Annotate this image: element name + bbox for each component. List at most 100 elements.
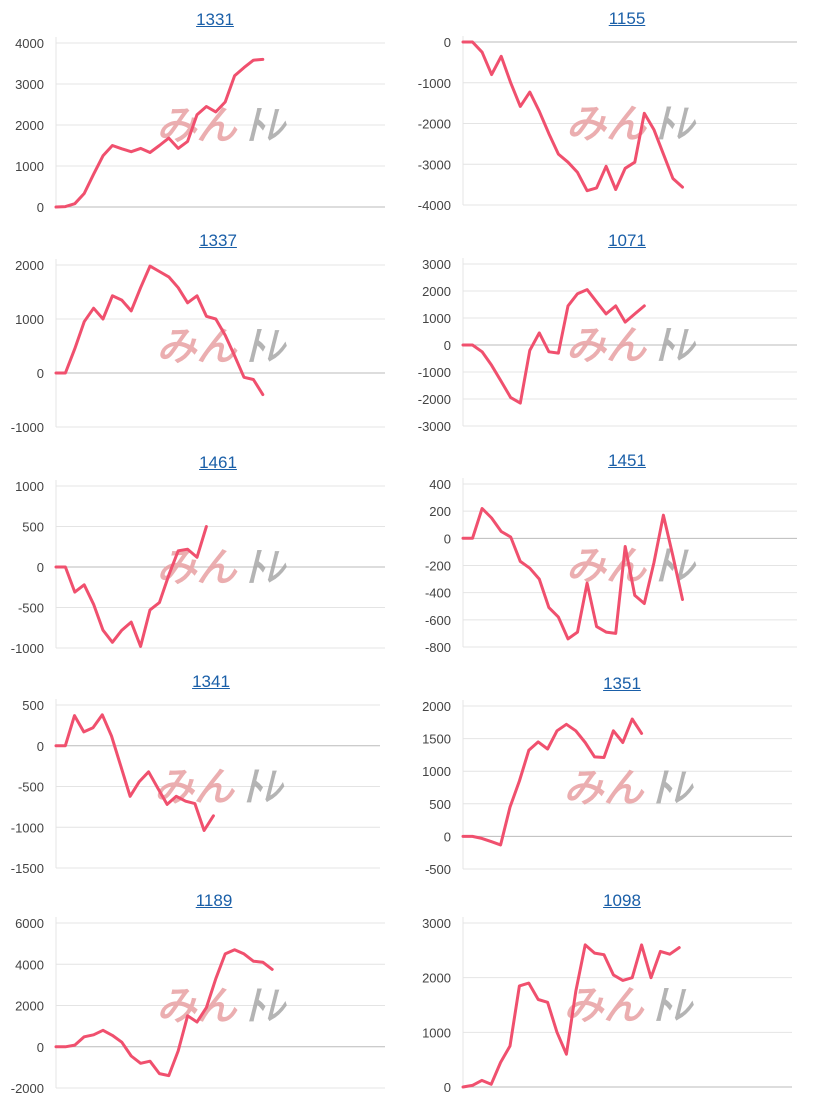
chart-title-link[interactable]: 1155 xyxy=(608,9,646,28)
watermark-left-text: みん xyxy=(564,766,646,812)
chart-title-link[interactable]: 1337 xyxy=(199,231,237,250)
watermark-right-text: ﾄﾚ xyxy=(654,323,697,369)
watermark-right-text: ﾄﾚ xyxy=(654,102,697,148)
y-tick-label: 500 xyxy=(22,520,44,535)
y-tick-label: -200 xyxy=(425,559,451,574)
y-tick-label: 1000 xyxy=(422,311,451,326)
minkabu-watermark: みん ﾄﾚ xyxy=(566,544,697,590)
y-tick-label: -800 xyxy=(425,640,451,655)
y-tick-label: -600 xyxy=(425,613,451,628)
y-tick-label: -2000 xyxy=(418,392,451,407)
series-line xyxy=(461,288,646,405)
watermark-right-text: ﾄﾚ xyxy=(242,765,285,811)
series-line xyxy=(54,525,208,648)
watermark-left-text: みん xyxy=(566,323,648,369)
y-tick-label: 1000 xyxy=(15,479,44,494)
y-tick-label: -1000 xyxy=(418,76,451,91)
y-tick-label: 400 xyxy=(429,477,451,492)
y-tick-label: 2000 xyxy=(15,118,44,133)
y-tick-label: 0 xyxy=(444,338,451,353)
y-tick-label: -500 xyxy=(425,862,451,877)
y-tick-label: -2000 xyxy=(418,117,451,132)
y-tick-label: 0 xyxy=(37,560,44,575)
y-tick-label: 1000 xyxy=(422,764,451,779)
y-tick-label: -400 xyxy=(425,586,451,601)
y-tick-label: 0 xyxy=(444,1080,451,1095)
chart-title-link[interactable]: 1341 xyxy=(192,672,230,691)
chart-title-link[interactable]: 1071 xyxy=(608,231,646,250)
series-line xyxy=(54,57,265,209)
minkabu-watermark: みん ﾄﾚ xyxy=(564,983,695,1029)
y-tick-label: 3000 xyxy=(15,77,44,92)
y-tick-label: 2000 xyxy=(422,284,451,299)
y-tick-label: 2000 xyxy=(422,971,451,986)
series-line xyxy=(461,943,681,1089)
y-tick-label: 0 xyxy=(37,1040,44,1055)
y-tick-label: 1000 xyxy=(15,312,44,327)
chart-title-link[interactable]: 1461 xyxy=(199,453,237,472)
y-tick-label: 1000 xyxy=(422,1025,451,1040)
chart-title-link[interactable]: 1331 xyxy=(196,10,234,29)
y-tick-label: 2000 xyxy=(15,258,44,273)
watermark-right-text: ﾄﾚ xyxy=(245,103,288,149)
y-tick-label: -3000 xyxy=(418,419,451,434)
y-tick-label: -1000 xyxy=(418,365,451,380)
watermark-left-text: みん xyxy=(566,544,648,590)
series-line xyxy=(54,713,215,832)
minkabu-watermark: みん ﾄﾚ xyxy=(564,766,695,812)
y-tick-label: 4000 xyxy=(15,36,44,51)
series-line xyxy=(461,40,684,193)
y-tick-label: 1500 xyxy=(422,732,451,747)
watermark-right-text: ﾄﾚ xyxy=(652,983,695,1029)
y-tick-label: 500 xyxy=(22,698,44,713)
y-tick-label: -4000 xyxy=(418,198,451,213)
watermark-right-text: ﾄﾚ xyxy=(245,324,288,370)
watermark-left-text: みん xyxy=(566,102,648,148)
series-line xyxy=(461,717,644,847)
y-tick-label: 2000 xyxy=(15,999,44,1014)
chart-title-link[interactable]: 1351 xyxy=(603,674,641,693)
minkabu-watermark: みん ﾄﾚ xyxy=(566,102,697,148)
watermark-right-text: ﾄﾚ xyxy=(652,766,695,812)
y-tick-label: -500 xyxy=(18,780,44,795)
watermark-right-text: ﾄﾚ xyxy=(245,984,288,1030)
series-line xyxy=(54,948,274,1078)
y-tick-label: 0 xyxy=(444,531,451,546)
y-tick-label: 0 xyxy=(444,35,451,50)
y-tick-label: 6000 xyxy=(15,916,44,931)
y-tick-label: -1000 xyxy=(11,641,44,656)
y-tick-label: -1000 xyxy=(11,820,44,835)
y-tick-label: -1000 xyxy=(11,420,44,435)
y-tick-label: -1500 xyxy=(11,861,44,876)
y-tick-label: 3000 xyxy=(422,916,451,931)
y-tick-label: 0 xyxy=(37,366,44,381)
y-tick-label: 500 xyxy=(429,797,451,812)
y-tick-label: -3000 xyxy=(418,157,451,172)
chart-title-link[interactable]: 1451 xyxy=(608,451,646,470)
y-tick-label: 3000 xyxy=(422,257,451,272)
y-tick-label: 0 xyxy=(444,829,451,844)
y-tick-label: 2000 xyxy=(422,699,451,714)
chart-title-link[interactable]: 1189 xyxy=(195,891,233,910)
y-tick-label: 1000 xyxy=(15,159,44,174)
watermark-right-text: ﾄﾚ xyxy=(245,545,288,591)
series-line xyxy=(54,264,265,397)
minkabu-watermark: みん ﾄﾚ xyxy=(157,984,288,1030)
y-tick-label: -2000 xyxy=(11,1081,44,1096)
y-tick-label: 0 xyxy=(37,739,44,754)
series-line xyxy=(461,507,684,641)
minkabu-watermark: みん ﾄﾚ xyxy=(566,323,697,369)
chart-title-link[interactable]: 1098 xyxy=(603,891,641,910)
y-tick-label: -500 xyxy=(18,601,44,616)
y-tick-label: 4000 xyxy=(15,957,44,972)
